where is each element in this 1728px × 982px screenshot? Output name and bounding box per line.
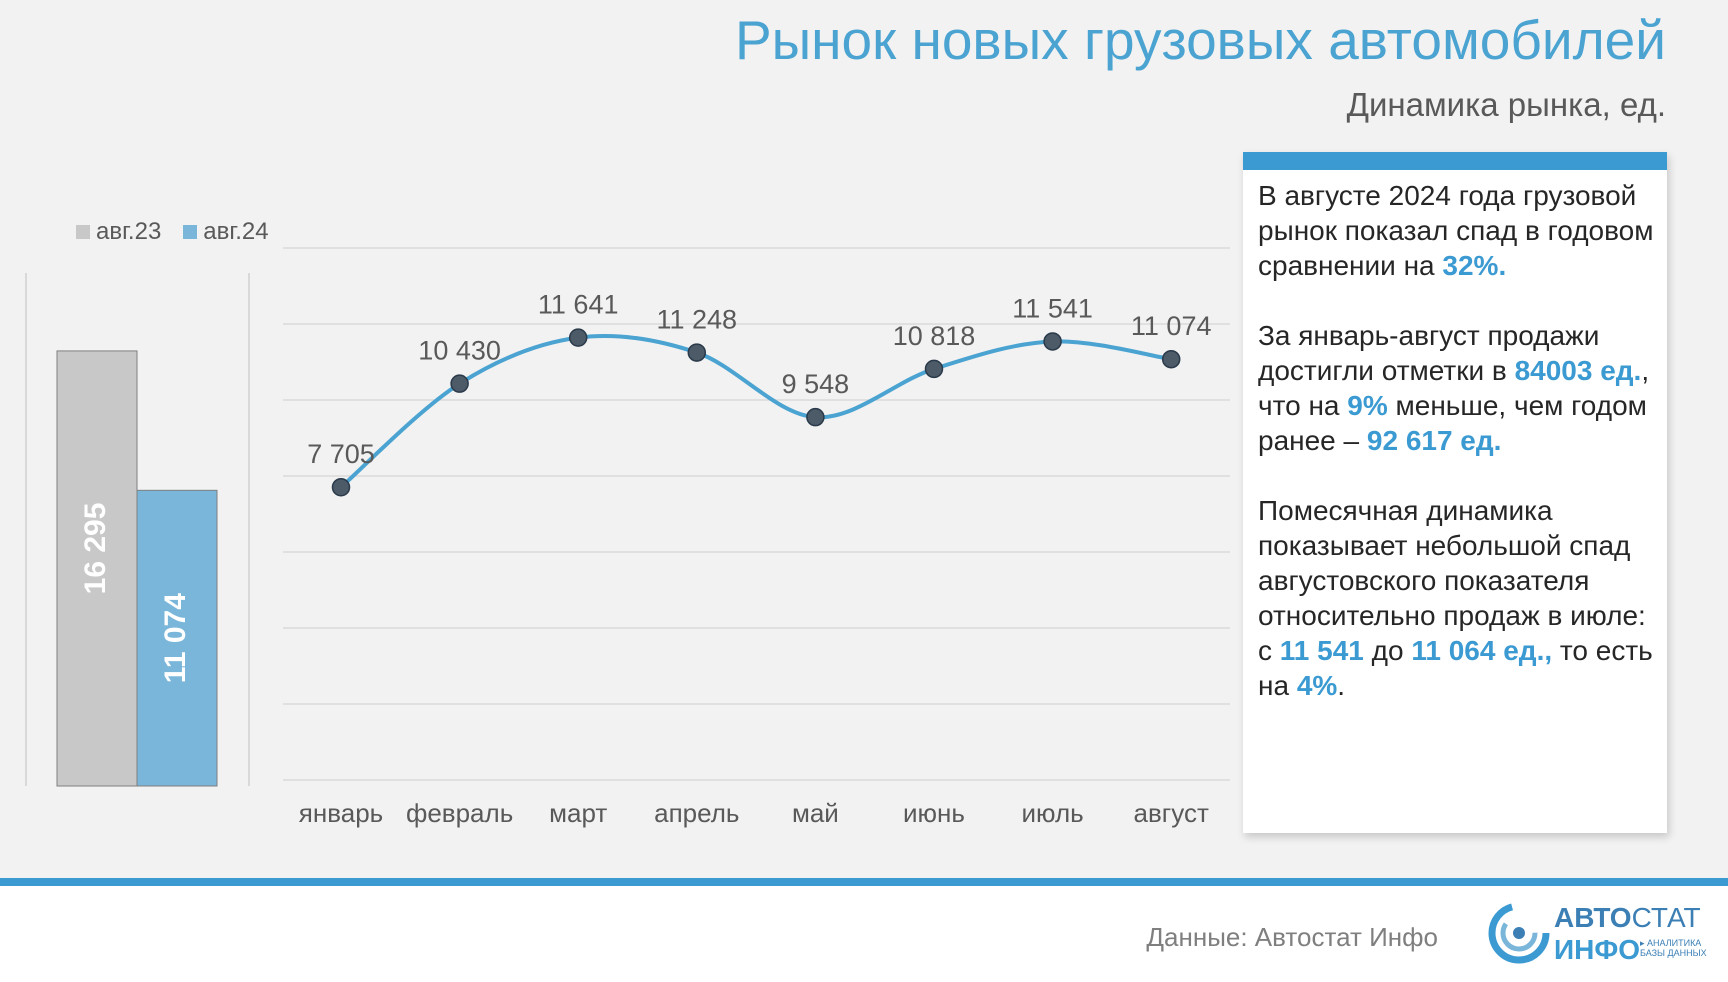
x-tick-label: июнь (903, 798, 965, 828)
line-point-август (1161, 349, 1181, 369)
line-point-апрель (687, 343, 707, 362)
commentary-panel: В августе 2024 года грузовой рынок показ… (1243, 152, 1667, 833)
bar-value-label: 16 295 (79, 503, 112, 595)
line-data-label: 9 548 (782, 369, 850, 399)
line-data-label: 11 074 (1131, 311, 1212, 341)
legend-item-aug24: авг.24 (183, 218, 269, 246)
logo-word-info: ИНФО (1554, 934, 1641, 965)
charts-svg: 16 295 11 074 7 705 январь 10 430 февраль 11 6… (25, 247, 1230, 828)
commentary-paragraph-1: В августе 2024 года грузовой рынок показ… (1258, 180, 1654, 281)
legend-label-aug24: авг.24 (203, 218, 269, 245)
commentary-text: В августе 2024 года грузовой рынок показ… (1258, 178, 1659, 738)
line-point-июнь (924, 359, 944, 379)
logo-word-avtostat: АВТОСТАТ (1554, 902, 1701, 933)
line-data-label: 7 705 (307, 439, 375, 469)
line-data-label: 11 248 (657, 305, 738, 335)
footer (0, 886, 1728, 982)
bar-авг.24 (136, 489, 218, 787)
x-tick-label: март (549, 798, 607, 828)
legend-swatch-aug24 (183, 225, 198, 239)
x-tick-label: апрель (654, 798, 739, 828)
x-tick-label: январь (299, 798, 383, 828)
line-data-label: 10 818 (893, 321, 976, 351)
line-data-label: 11 641 (538, 290, 619, 320)
legend-item-aug23: авг.23 (76, 218, 161, 246)
data-source: Данные: Автостат Инфо (1146, 922, 1438, 952)
legend-label-aug23: авг.23 (96, 218, 162, 245)
panel-accent-bar (1243, 152, 1667, 170)
line-point-май (806, 407, 825, 427)
x-tick-label: август (1134, 798, 1209, 828)
commentary-paragraph-2: За январь-август продажи достигли отметк… (1258, 320, 1650, 456)
bar-legend: авг.23 авг.24 (76, 218, 269, 246)
line-point-март (568, 328, 588, 347)
commentary-paragraph-3: Помесячная динамика показывает небольшой… (1258, 495, 1653, 701)
logo-tagline: ▸ АНАЛИТИКА БАЗЫ ДАННЫХ (1640, 938, 1707, 958)
x-tick-label: июль (1022, 798, 1084, 828)
line-point-июль (1043, 332, 1062, 351)
bar-авг.23 (56, 350, 138, 787)
page-title: Рынок новых грузовых автомобилей (734, 9, 1666, 71)
line-point-январь (331, 477, 351, 497)
bar-value-label: 11 074 (159, 593, 192, 683)
autostat-logo: АВТОСТАТ ИНФО ▸ АНАЛИТИКА БАЗЫ ДАННЫХ (1488, 900, 1708, 970)
x-tick-label: февраль (406, 798, 513, 828)
x-tick-label: май (792, 798, 839, 828)
legend-swatch-aug23 (76, 225, 90, 239)
page-subtitle: Динамика рынка, ед. (1346, 86, 1666, 123)
line-data-label: 11 541 (1012, 293, 1093, 323)
line-data-label: 10 430 (418, 336, 501, 366)
footer-band (0, 878, 1728, 886)
logo-mark-icon (1488, 902, 1550, 964)
line-point-февраль (450, 374, 469, 393)
